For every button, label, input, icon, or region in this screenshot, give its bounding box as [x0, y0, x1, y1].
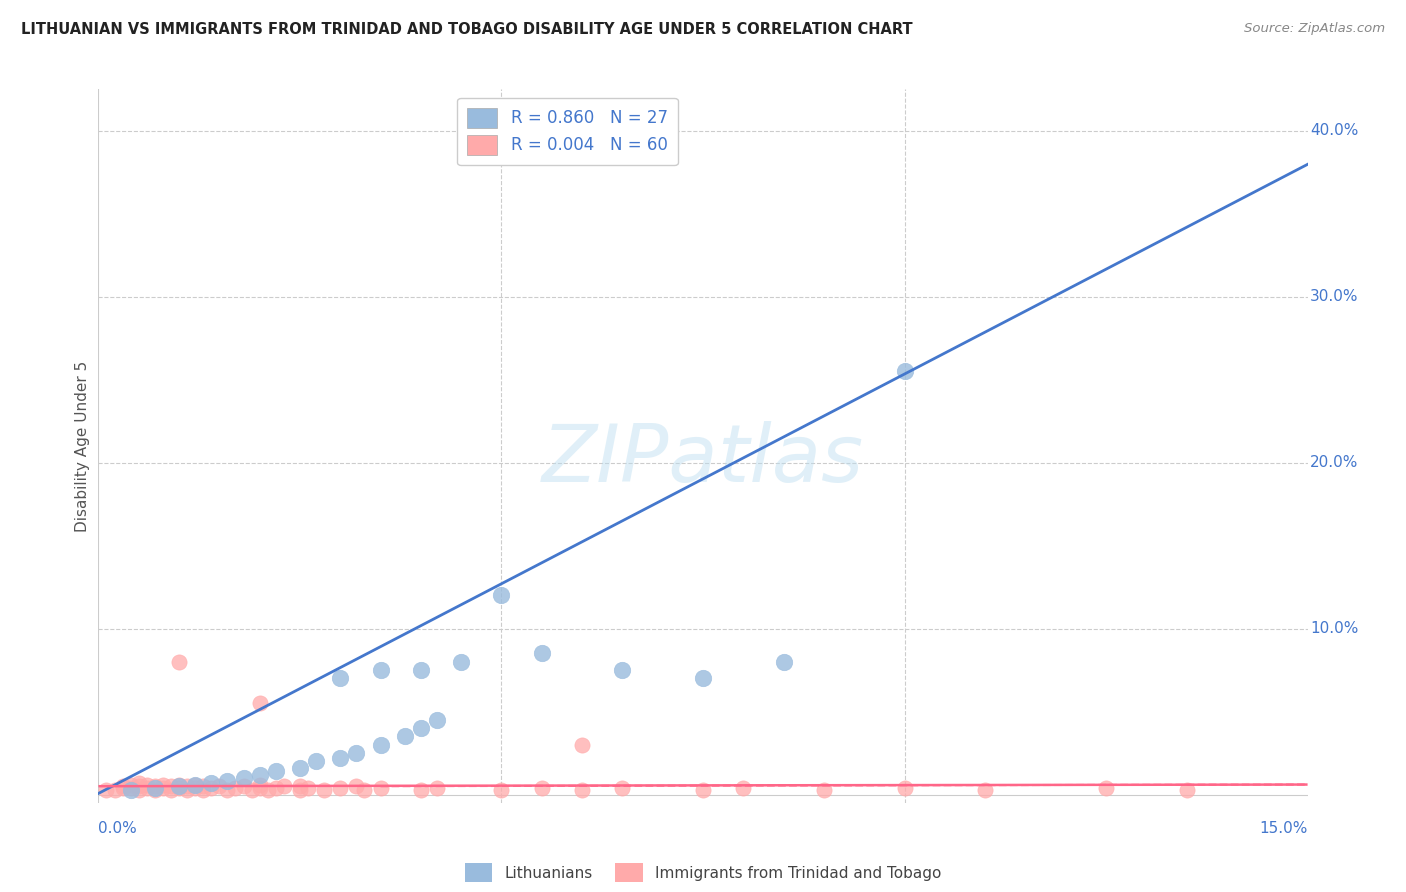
Point [184, 778, 207, 792]
Point [893, 780, 915, 795]
Point [426, 713, 449, 727]
Point [692, 671, 714, 685]
Text: Source: ZipAtlas.com: Source: ZipAtlas.com [1244, 22, 1385, 36]
Point [571, 738, 593, 752]
Text: 15.0%: 15.0% [1260, 821, 1308, 836]
Y-axis label: Disability Age Under 5: Disability Age Under 5 [75, 360, 90, 532]
Point [103, 782, 125, 797]
Point [329, 780, 352, 795]
Point [128, 782, 150, 797]
Point [692, 782, 714, 797]
Point [143, 779, 166, 793]
Point [224, 780, 246, 795]
Point [1095, 780, 1118, 795]
Point [143, 782, 166, 797]
Point [426, 780, 449, 795]
Point [167, 779, 190, 793]
Point [135, 778, 157, 792]
Point [232, 771, 254, 785]
Point [491, 782, 513, 797]
Point [249, 780, 271, 795]
Point [152, 778, 174, 792]
Point [120, 780, 142, 795]
Point [297, 780, 319, 795]
Point [530, 780, 553, 795]
Point [305, 754, 328, 768]
Point [176, 779, 198, 793]
Text: LITHUANIAN VS IMMIGRANTS FROM TRINIDAD AND TOBAGO DISABILITY AGE UNDER 5 CORRELA: LITHUANIAN VS IMMIGRANTS FROM TRINIDAD A… [21, 22, 912, 37]
Text: 40.0%: 40.0% [1310, 123, 1358, 138]
Point [530, 647, 553, 661]
Point [409, 663, 432, 677]
Point [120, 778, 142, 792]
Point [176, 782, 198, 797]
Point [370, 780, 392, 795]
Text: 0.0%: 0.0% [98, 821, 138, 836]
Point [733, 780, 755, 795]
Point [249, 696, 271, 710]
Legend: Lithuanians, Immigrants from Trinidad and Tobago: Lithuanians, Immigrants from Trinidad an… [458, 857, 948, 888]
Point [893, 364, 915, 378]
Point [394, 730, 416, 744]
Point [273, 779, 295, 793]
Point [193, 782, 215, 797]
Point [409, 721, 432, 735]
Point [128, 779, 150, 793]
Point [217, 774, 239, 789]
Point [167, 780, 190, 795]
Point [344, 779, 367, 793]
Point [200, 776, 222, 790]
Point [160, 782, 183, 797]
Point [314, 782, 336, 797]
Point [193, 779, 215, 793]
Text: 20.0%: 20.0% [1310, 455, 1358, 470]
Point [120, 782, 142, 797]
Point [344, 746, 367, 760]
Point [370, 663, 392, 677]
Point [612, 780, 634, 795]
Point [217, 782, 239, 797]
Point [256, 782, 278, 797]
Point [152, 780, 174, 795]
Point [1175, 782, 1198, 797]
Point [409, 782, 432, 797]
Point [491, 588, 513, 602]
Point [353, 782, 375, 797]
Point [813, 782, 835, 797]
Point [974, 782, 997, 797]
Point [184, 780, 207, 795]
Point [288, 779, 311, 793]
Point [200, 780, 222, 795]
Point [288, 761, 311, 775]
Point [240, 782, 263, 797]
Point [329, 671, 352, 685]
Point [232, 779, 254, 793]
Point [160, 779, 183, 793]
Point [264, 780, 287, 795]
Point [143, 780, 166, 795]
Point [167, 655, 190, 669]
Text: ZIPatlas: ZIPatlas [541, 421, 865, 500]
Point [612, 663, 634, 677]
Point [111, 780, 134, 795]
Point [288, 782, 311, 797]
Point [249, 767, 271, 781]
Text: 10.0%: 10.0% [1310, 621, 1358, 636]
Point [249, 778, 271, 792]
Point [264, 764, 287, 779]
Point [128, 776, 150, 790]
Point [167, 778, 190, 792]
Point [772, 655, 794, 669]
Point [208, 779, 231, 793]
Point [96, 782, 118, 797]
Text: 30.0%: 30.0% [1310, 289, 1358, 304]
Point [135, 780, 157, 795]
Point [450, 655, 472, 669]
Point [184, 778, 207, 792]
Point [571, 782, 593, 797]
Point [329, 751, 352, 765]
Point [111, 779, 134, 793]
Point [370, 738, 392, 752]
